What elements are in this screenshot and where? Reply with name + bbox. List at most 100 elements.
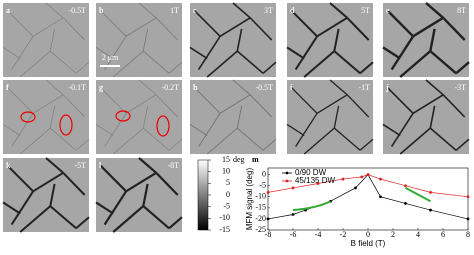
highlight	[20, 111, 36, 123]
annotation-arrow	[292, 200, 331, 212]
domain-wall	[62, 94, 85, 118]
domain-wall	[100, 10, 127, 37]
domain-wall	[50, 105, 55, 129]
panel-field: 3T	[264, 6, 273, 15]
domain-wall	[49, 205, 77, 230]
domain-wall	[50, 28, 55, 52]
domain-wall	[286, 123, 305, 137]
domain-wall	[32, 94, 64, 114]
domain-wall	[429, 127, 457, 151]
domain-wall	[155, 94, 178, 118]
domain-wall	[45, 157, 64, 174]
panel-image	[383, 3, 469, 77]
domain-wall	[316, 16, 348, 38]
domain-wall	[412, 16, 444, 38]
domain-wall	[295, 112, 318, 147]
x-tick-label: 6	[441, 230, 445, 239]
domain-wall	[99, 164, 127, 193]
domain-wall	[75, 61, 90, 74]
domain-wall	[125, 94, 157, 114]
y-tick-label: -25	[255, 225, 266, 234]
mfm-panel: a -0.5T	[2, 2, 90, 78]
legend-label: 0/90 DW	[295, 168, 327, 177]
mfm-panel: b 1T	[95, 2, 183, 78]
domain-wall	[386, 86, 414, 114]
mfm-panel: c 3T	[189, 2, 277, 78]
data-point	[379, 195, 382, 199]
domain-wall	[197, 35, 221, 71]
domain-wall	[346, 94, 370, 118]
domain-wall	[138, 2, 157, 19]
domain-wall	[236, 105, 243, 129]
mfm-panel: h -0.5T	[189, 79, 277, 155]
panel-image	[96, 80, 182, 154]
domain-wall	[249, 94, 273, 118]
colorbar-label: deg	[233, 155, 245, 164]
domain-wall	[193, 9, 221, 37]
y-tick-label: -15	[255, 203, 266, 212]
domain-wall	[262, 61, 277, 74]
domain-wall	[316, 94, 348, 114]
panel-letter: m	[252, 155, 259, 164]
panel-image	[96, 3, 182, 77]
panel-field: 5T	[361, 6, 370, 15]
mfm-panel: e 8T	[382, 2, 470, 78]
panel-field: -0.5T	[68, 6, 86, 15]
domain-wall	[390, 112, 414, 148]
panel-image	[3, 158, 89, 232]
panel-letter: i	[290, 83, 293, 92]
domain-wall	[45, 79, 64, 96]
domain-wall	[236, 127, 264, 151]
x-axis-title: B field (T)	[351, 239, 386, 248]
domain-wall	[382, 46, 401, 60]
data-point	[354, 186, 357, 190]
domain-wall	[386, 9, 414, 38]
domain-wall	[193, 87, 221, 114]
annotation-arrow	[405, 187, 431, 203]
legend-marker	[285, 179, 289, 183]
x-tick-label: 4	[416, 230, 420, 239]
domain-wall	[2, 124, 21, 136]
domain-wall	[95, 47, 114, 59]
panel-field: -0.1T	[68, 83, 86, 92]
mfm-panel: f -0.1T	[2, 79, 90, 155]
panel-letter: e	[386, 6, 390, 15]
domain-wall	[143, 50, 170, 74]
panel-letter: k	[6, 161, 11, 170]
data-point	[366, 173, 370, 177]
domain-wall	[333, 28, 340, 52]
mfm-panel: g -0.2T	[95, 79, 183, 155]
domain-wall	[294, 35, 318, 71]
domain-wall	[219, 17, 251, 37]
data-point	[429, 208, 432, 212]
y-tick-label: -10	[255, 192, 266, 201]
domain-wall	[359, 61, 374, 75]
legend-label: 45/135 DW	[295, 176, 335, 185]
domain-wall	[219, 94, 251, 114]
domain-wall	[333, 105, 340, 129]
domain-wall	[113, 127, 144, 155]
colorbar-tick-label: -15	[219, 225, 230, 234]
domain-wall	[32, 171, 64, 193]
y-axis-title: MFM signal (deg)	[245, 168, 254, 231]
mfm-panel: j -3T	[382, 79, 470, 155]
y-tick-label: 0	[262, 169, 266, 178]
domain-wall	[138, 79, 157, 96]
x-tick-label: -2	[340, 230, 347, 239]
domain-wall	[290, 86, 318, 114]
domain-wall	[100, 87, 127, 114]
domain-wall	[32, 17, 64, 37]
data-point	[379, 177, 382, 181]
domain-wall	[290, 9, 318, 38]
domain-wall	[75, 216, 90, 230]
domain-wall	[112, 205, 145, 233]
domain-wall	[429, 50, 457, 75]
data-point	[404, 184, 407, 188]
panel-image	[383, 80, 469, 154]
panel-field: -8T	[167, 161, 179, 170]
panel-image	[96, 158, 182, 232]
domain-wall	[168, 61, 183, 74]
domain-wall	[399, 50, 432, 78]
mfm-panel: l -8T	[95, 157, 183, 233]
colorbar-tick-label: 10	[222, 166, 230, 175]
